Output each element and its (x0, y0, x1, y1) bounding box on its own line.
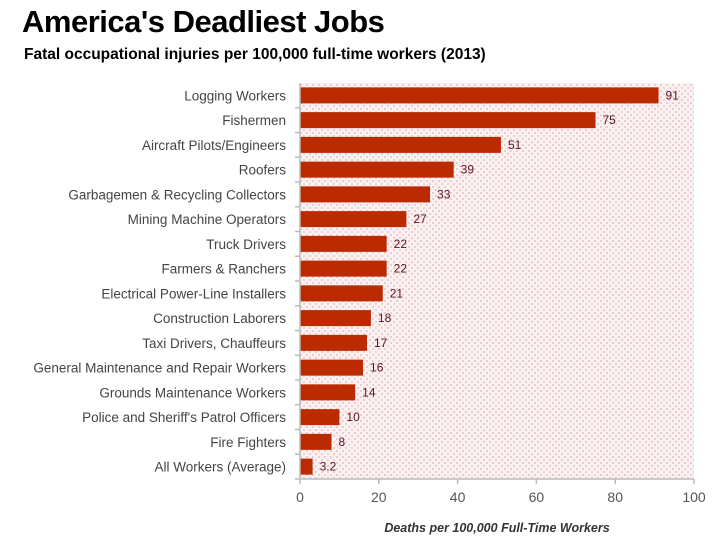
bar (300, 136, 501, 153)
data-label: 21 (390, 286, 404, 300)
data-label: 51 (508, 138, 522, 152)
bar (300, 235, 387, 252)
category-label: Fire Fighters (210, 435, 286, 450)
data-label: 16 (370, 361, 384, 375)
category-label: Aircraft Pilots/Engineers (142, 138, 286, 153)
x-tick-label: 40 (450, 489, 466, 505)
bar (300, 458, 313, 475)
x-axis-label: Deaths per 100,000 Full-Time Workers (384, 521, 609, 535)
data-label: 17 (374, 336, 388, 350)
bar (300, 285, 383, 302)
data-label: 33 (437, 187, 451, 201)
category-label: General Maintenance and Repair Workers (33, 361, 286, 376)
category-label: Logging Workers (184, 88, 286, 103)
category-label: Grounds Maintenance Workers (99, 385, 286, 400)
bar (300, 211, 407, 228)
bar (300, 161, 454, 178)
data-label: 18 (378, 311, 392, 325)
data-label: 10 (346, 410, 360, 424)
bar (300, 87, 659, 104)
data-label: 75 (603, 113, 617, 127)
category-label: Construction Laborers (153, 311, 286, 326)
data-label: 14 (362, 385, 376, 399)
data-label: 22 (394, 262, 408, 276)
category-label: Police and Sheriff's Patrol Officers (82, 410, 286, 425)
category-label: Roofers (239, 163, 287, 178)
data-label: 22 (394, 237, 408, 251)
bar (300, 384, 356, 401)
bar (300, 359, 364, 376)
category-label: Fishermen (222, 113, 286, 128)
category-label: Electrical Power-Line Installers (101, 286, 286, 301)
x-tick-label: 80 (607, 489, 623, 505)
chart-subtitle: Fatal occupational injuries per 100,000 … (24, 46, 486, 63)
data-label: 8 (339, 435, 346, 449)
category-label: All Workers (Average) (154, 460, 286, 475)
data-label: 91 (666, 88, 680, 102)
bar (300, 334, 367, 351)
category-label: Truck Drivers (206, 237, 286, 252)
bar (300, 112, 596, 129)
bar (300, 260, 387, 277)
x-tick-label: 20 (371, 489, 387, 505)
bar (300, 409, 340, 426)
x-tick-label: 100 (682, 489, 706, 505)
bar (300, 433, 332, 450)
data-label: 39 (461, 163, 475, 177)
category-label: Farmers & Ranchers (161, 262, 286, 277)
category-label: Mining Machine Operators (128, 212, 287, 227)
chart-title: America's Deadliest Jobs (22, 4, 385, 39)
x-tick-label: 60 (529, 489, 545, 505)
x-tick-label: 0 (296, 489, 304, 505)
data-label: 27 (413, 212, 427, 226)
bar (300, 186, 431, 203)
data-label: 3.2 (320, 460, 337, 474)
bar (300, 310, 371, 327)
category-label: Garbagemen & Recycling Collectors (68, 187, 286, 202)
category-label: Taxi Drivers, Chauffeurs (142, 336, 286, 351)
